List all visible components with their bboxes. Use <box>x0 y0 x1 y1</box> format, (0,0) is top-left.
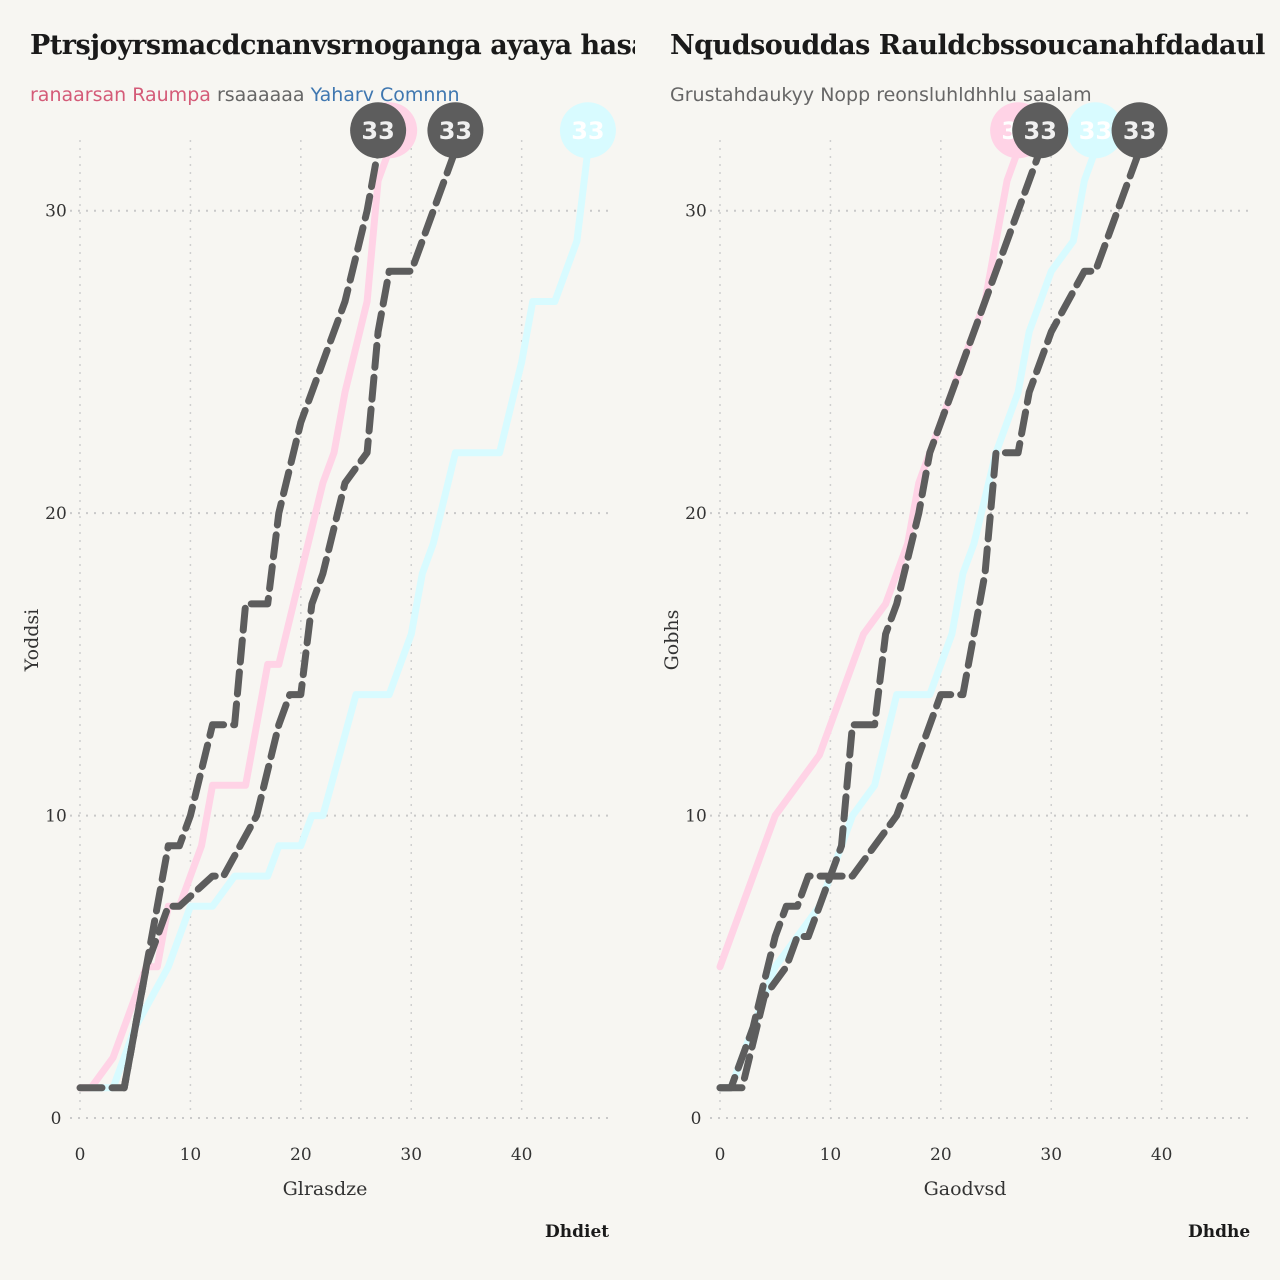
series-end-marker <box>1067 102 1124 159</box>
series-line <box>716 146 1022 971</box>
series-line <box>76 146 382 1092</box>
y-tick-label: 10 <box>45 807 67 827</box>
subtitle-part: Yaharv Comnnn <box>310 84 460 106</box>
series-line <box>716 146 1044 1092</box>
x-axis-label: Gaodvsd <box>924 1178 1007 1200</box>
plot-area: 0102030400102030GaodvsdGobhs33333333 <box>661 102 1250 1200</box>
y-tick-label: 30 <box>685 202 707 222</box>
series-end-label: 33 <box>361 117 394 145</box>
series-end-marker <box>1111 102 1168 159</box>
source-note: Dhdhe <box>1188 1222 1251 1242</box>
y-tick-label: 0 <box>691 1109 702 1129</box>
plot-area: 0102030400102030GlrasdzeYoddsi33333333 <box>21 102 616 1200</box>
chart-panel-right: Nqudsouddas Rauldcbssoucanahfdadaul Grus… <box>640 0 1280 1280</box>
series-end-marker <box>427 102 484 159</box>
x-axis-label: Glrasdze <box>283 1178 368 1200</box>
series-end-marker <box>1012 102 1069 159</box>
source-note: Dhdiet <box>545 1222 610 1242</box>
x-tick-label: 0 <box>715 1145 726 1165</box>
series-line <box>716 146 1144 1092</box>
series-line <box>76 146 393 1092</box>
series-end-label: 33 <box>1024 117 1057 145</box>
series-line <box>716 146 1099 1092</box>
x-tick-label: 40 <box>511 1145 533 1165</box>
series-line <box>87 146 592 1092</box>
chart-title: Nqudsouddas Rauldcbssoucanahfdadaul <box>670 30 1265 61</box>
x-tick-label: 10 <box>820 1145 842 1165</box>
x-tick-label: 30 <box>1040 1145 1062 1165</box>
series-end-marker <box>559 102 616 159</box>
y-tick-label: 20 <box>45 504 67 524</box>
series-end-label: 33 <box>1079 117 1112 145</box>
chart-subtitle: Grustahdaukyy Nopp reonsluhldhhlu saalam <box>670 84 1230 106</box>
x-tick-label: 0 <box>75 1145 86 1165</box>
y-tick-label: 0 <box>51 1109 62 1129</box>
series-end-label: 33 <box>439 117 472 145</box>
chart-panel-left: Ptrsjoyrsmacdcnanvsrnoganga ayaya hasaad… <box>21 30 635 1242</box>
x-tick-label: 40 <box>1151 1145 1173 1165</box>
y-axis-label: Gobhs <box>661 610 683 671</box>
x-tick-label: 20 <box>930 1145 952 1165</box>
series-end-label: 33 <box>1123 117 1156 145</box>
chart-title: Ptrsjoyrsmacdcnanvsrnoganga ayaya hasaad… <box>30 30 635 61</box>
x-tick-label: 30 <box>400 1145 422 1165</box>
y-tick-label: 30 <box>45 202 67 222</box>
series-line <box>120 146 459 1092</box>
y-axis-label: Yoddsi <box>21 609 43 672</box>
subtitle-part: rsaaaaaa <box>216 84 305 106</box>
subtitle-part: Grustahdaukyy Nopp reonsluhldhhlu saalam <box>670 84 1092 106</box>
y-tick-label: 20 <box>685 504 707 524</box>
chart-subtitle: ranaarsan Raumpa rsaaaaaa Yaharv Comnnn <box>30 84 590 106</box>
series-end-label: 33 <box>571 117 604 145</box>
x-tick-label: 10 <box>180 1145 202 1165</box>
subtitle-part: ranaarsan Raumpa <box>30 84 211 106</box>
series-end-marker <box>350 102 407 159</box>
y-tick-label: 10 <box>685 807 707 827</box>
x-tick-label: 20 <box>290 1145 312 1165</box>
